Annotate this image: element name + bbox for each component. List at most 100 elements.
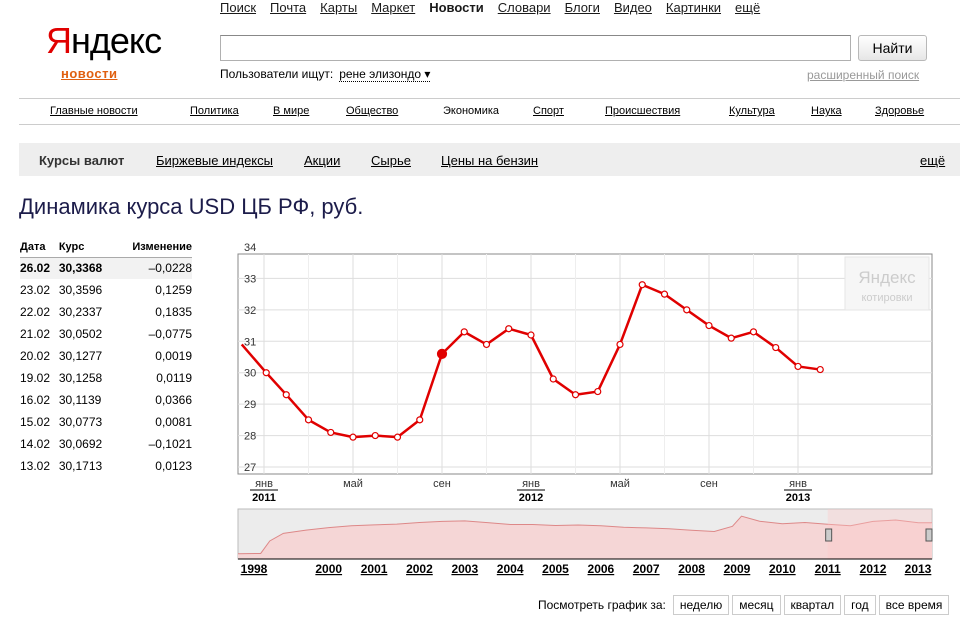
x-tick-year: 2012 — [519, 492, 543, 504]
overview-year-label[interactable]: 2011 — [815, 562, 841, 576]
overview-year-label[interactable]: 2005 — [542, 562, 569, 576]
overview-year-label[interactable]: 2006 — [588, 562, 615, 576]
category-link-2[interactable]: В мире — [273, 105, 310, 117]
category-link-4[interactable]: Экономика — [443, 105, 500, 117]
category-link-8[interactable]: Наука — [811, 105, 842, 117]
service-link-6[interactable]: Блоги — [564, 0, 600, 15]
cell-change: –0,0775 — [148, 327, 192, 341]
service-link-3[interactable]: Маркет — [371, 0, 416, 15]
period-button-2[interactable]: квартал — [783, 595, 842, 615]
period-button-1[interactable]: месяц — [732, 595, 781, 615]
service-link-0[interactable]: Поиск — [220, 0, 257, 15]
cell-date: 13.02 — [20, 459, 51, 473]
category-link-7[interactable]: Культура — [729, 105, 775, 117]
cell-rate: 30,1277 — [58, 349, 103, 363]
subnav-item-0[interactable]: Курсы валют — [39, 153, 125, 168]
category-link-6[interactable]: Происшествия — [605, 105, 681, 117]
table-row: 13.02 30,1713 0,0123 — [20, 455, 192, 477]
service-link-2[interactable]: Карты — [320, 0, 358, 15]
y-tick-label: 31 — [244, 336, 256, 348]
service-link-5[interactable]: Словари — [497, 0, 551, 15]
overview-year-label[interactable]: 2010 — [769, 562, 796, 576]
cell-rate: 30,2337 — [58, 305, 103, 319]
data-point — [460, 328, 468, 336]
service-link-4[interactable]: Новости — [429, 0, 484, 15]
advanced-search-link[interactable]: расширенный поиск — [807, 68, 920, 82]
category-link-9[interactable]: Здоровье — [875, 105, 925, 117]
data-point — [505, 325, 513, 333]
cell-rate: 30,0692 — [58, 437, 103, 451]
overview-year-label[interactable]: 2000 — [315, 562, 342, 576]
category-link-5[interactable]: Спорт — [533, 105, 564, 117]
overview-handle[interactable] — [925, 528, 933, 542]
subnav-item-1[interactable]: Биржевые индексы — [156, 153, 273, 168]
overview-year-label[interactable]: 2002 — [406, 562, 433, 576]
subnav-more[interactable]: ещё — [920, 153, 946, 168]
rates-table: Дата Курс Изменение 26.02 30,3368 –0,0228 2… — [20, 237, 192, 477]
yandex-logo[interactable]: Яндекс — [46, 20, 162, 62]
service-link-7[interactable]: Видео — [613, 0, 652, 15]
watermark-brand: Яндекс — [858, 268, 916, 287]
logo-first-letter: Я — [46, 20, 72, 61]
cell-date: 19.02 — [20, 371, 51, 385]
overview-year-label[interactable]: 2013 — [905, 562, 932, 576]
cell-change: 0,0119 — [156, 371, 192, 385]
search-input[interactable] — [220, 35, 851, 61]
x-tick-month: май — [343, 478, 363, 490]
period-button-3[interactable]: год — [844, 595, 876, 615]
overview-year-label[interactable]: 2003 — [451, 562, 478, 576]
overview-year-label[interactable]: 2009 — [724, 562, 751, 576]
table-row: 16.02 30,1139 0,0366 — [20, 389, 192, 411]
category-link-3[interactable]: Общество — [346, 105, 399, 117]
overview-year-label[interactable]: 2007 — [633, 562, 660, 576]
overview-year-label[interactable]: 2008 — [678, 562, 705, 576]
cell-date: 22.02 — [20, 305, 51, 319]
data-point — [282, 391, 290, 399]
x-tick-month: янв — [255, 478, 273, 490]
table-row: 19.02 30,1258 0,0119 — [20, 367, 192, 389]
rate-chart[interactable]: 34 33 32 31 30 29 28 27 янв 2011 май сен янв 2012 май с… — [236, 234, 946, 584]
cell-change: –0,0228 — [114, 257, 192, 279]
watermark-sub: котировки — [861, 292, 912, 304]
x-tick-month: сен — [433, 478, 451, 490]
category-link-0[interactable]: Главные новости — [50, 105, 138, 117]
cell-rate: 30,0773 — [58, 415, 103, 429]
cell-rate: 30,0502 — [58, 327, 103, 341]
news-service-link[interactable]: новости — [61, 66, 118, 81]
data-point — [549, 375, 557, 383]
overview-year-label[interactable]: 2012 — [860, 562, 887, 576]
overview-year-label[interactable]: 2004 — [497, 562, 524, 576]
users-search-query[interactable]: рене элизондо ▾ — [339, 67, 431, 82]
y-tick-label: 34 — [244, 242, 256, 254]
period-button-4[interactable]: все время — [878, 595, 950, 615]
service-link-8[interactable]: Картинки — [665, 0, 722, 15]
services-nav: Поиск Почта Карты Маркет Новости Словари Блоги… — [220, 0, 774, 16]
table-row: 22.02 30,2337 0,1835 — [20, 301, 192, 323]
subnav-item-3[interactable]: Сырье — [371, 153, 411, 168]
category-link-1[interactable]: Политика — [190, 105, 239, 117]
table-header-row: Дата Курс Изменение — [20, 237, 192, 258]
users-search-label: Пользователи ищут: — [220, 67, 334, 81]
data-point — [571, 391, 580, 399]
col-date: Дата — [20, 237, 59, 258]
table-row: 26.02 30,3368 –0,0228 — [20, 257, 192, 279]
cell-rate: 30,3368 — [58, 257, 115, 279]
service-link-1[interactable]: Почта — [270, 0, 307, 15]
overview-handle[interactable] — [825, 528, 833, 542]
cell-rate: 30,3596 — [58, 283, 103, 297]
overview-year-label[interactable]: 1998 — [241, 562, 268, 576]
period-button-0[interactable]: неделю — [672, 595, 730, 615]
cell-change: 0,1259 — [155, 283, 192, 297]
search-button[interactable]: Найти — [858, 35, 927, 61]
data-point — [683, 306, 691, 314]
subnav-item-4[interactable]: Цены на бензин — [441, 153, 539, 168]
service-link-9[interactable]: ещё — [735, 0, 761, 15]
cell-date: 15.02 — [20, 415, 51, 429]
data-point — [727, 334, 735, 342]
subnav-item-2[interactable]: Акции — [304, 153, 341, 168]
data-point — [371, 431, 379, 440]
cell-date: 26.02 — [20, 257, 59, 279]
period-selector: Посмотреть график за: неделю месяц квартал… — [538, 595, 950, 615]
overview-year-label[interactable]: 2001 — [361, 562, 388, 576]
col-rate: Курс — [58, 237, 115, 258]
